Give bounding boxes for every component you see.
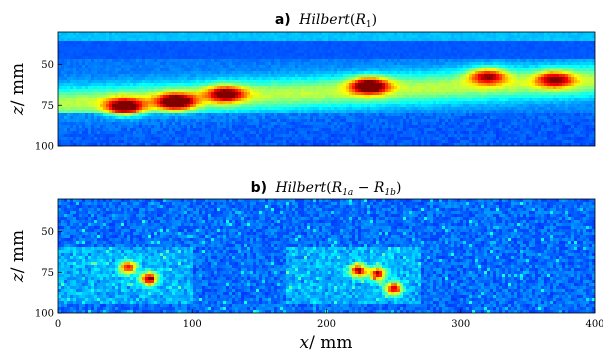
- panel-b-ylabel-unit: / mm: [8, 230, 28, 273]
- panel-b-heatmap: [58, 199, 595, 313]
- panel-a-title-arg: R: [354, 12, 366, 28]
- x-tick-label: 100: [183, 319, 202, 330]
- panel-b-title-arg: R: [331, 180, 343, 196]
- y-tick-label: 50: [41, 60, 54, 71]
- panel-a: a) Hilbert(R1) 50 75 100 z/ mm: [8, 12, 596, 153]
- panel-a-ylabel-var: z: [8, 105, 28, 116]
- panel-b-title-minus: − R: [353, 180, 385, 196]
- panel-b-title-sub: 1a: [342, 188, 353, 198]
- panel-a-title-func: Hilbert: [298, 12, 350, 28]
- panel-a-title: a) Hilbert(R1): [275, 12, 377, 30]
- x-tick-label: 300: [451, 319, 470, 330]
- y-tick-label: 100: [35, 142, 54, 153]
- panel-b-title-func: Hilbert: [274, 180, 326, 196]
- panel-b-xlabel: x/ mm: [300, 333, 353, 353]
- panel-b-title: b) Hilbert(R1a − R1b): [251, 180, 402, 198]
- panel-b-xlabel-unit: / mm: [309, 333, 352, 353]
- panel-a-frame: [57, 31, 596, 147]
- panel-a-ylabel-unit: / mm: [8, 63, 28, 106]
- panel-b-title-prefix: b): [251, 180, 267, 196]
- panel-a-title-sub: 1: [366, 20, 372, 30]
- panel-b-ylabel: z/ mm: [8, 230, 28, 283]
- panel-b-ylabel-var: z: [8, 272, 28, 283]
- y-tick-label: 100: [35, 309, 54, 320]
- panel-b-x-ticks: 0 100 200 300 400: [55, 309, 603, 330]
- x-tick-label: 0: [55, 319, 61, 330]
- y-tick-label: 75: [41, 268, 54, 279]
- y-tick-label: 75: [41, 101, 54, 112]
- panel-a-y-ticks: 50 75 100: [35, 60, 62, 153]
- panel-b-y-ticks: 50 75 100: [35, 227, 62, 320]
- panel-b-xlabel-var: x: [300, 333, 310, 353]
- panel-b-title-sub2: 1b: [384, 188, 396, 198]
- x-tick-label: 200: [317, 319, 336, 330]
- y-tick-label: 50: [41, 227, 54, 238]
- panel-a-title-prefix: a): [275, 12, 291, 28]
- panel-a-heatmap: [58, 32, 595, 146]
- panel-a-ylabel: z/ mm: [8, 63, 28, 116]
- x-tick-label: 400: [585, 319, 603, 330]
